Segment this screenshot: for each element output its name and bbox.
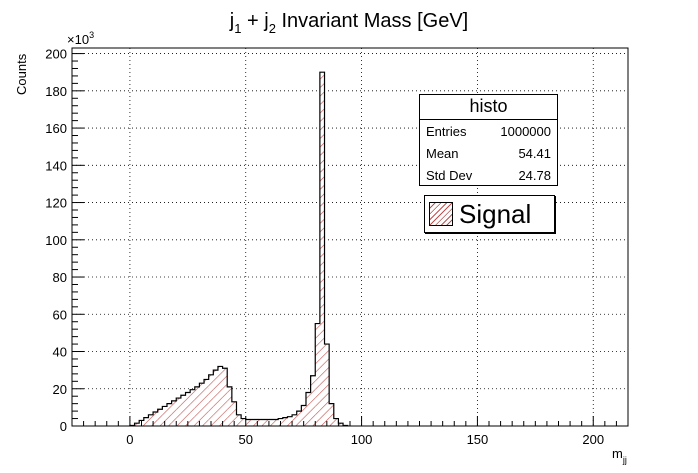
histogram-bar (227, 386, 232, 426)
histogram-bar (143, 417, 149, 426)
stats-label: Mean (426, 146, 459, 161)
x-tick-label: 150 (467, 432, 489, 447)
y-tick-label: 200 (45, 47, 67, 62)
histogram-bar (153, 412, 158, 426)
histogram-bar (148, 414, 154, 426)
histogram-bar (176, 398, 181, 426)
legend-label-signal: Signal (459, 198, 532, 229)
histogram-bar (208, 374, 214, 426)
histogram-bar (162, 406, 167, 426)
chart-title: j1 + j2 Invariant Mass [GeV] (229, 10, 468, 36)
legend-swatch-signal (429, 202, 453, 226)
stats-label: Std Dev (426, 168, 473, 183)
x-tick-label: 50 (239, 432, 253, 447)
histogram-bar (166, 403, 172, 426)
histogram-bar (273, 419, 279, 426)
stats-box: histo Entries 1000000 Mean 54.41 Std Dev… (419, 94, 558, 186)
histogram-bar (259, 419, 265, 426)
x-tick-label: 200 (582, 432, 604, 447)
y-tick-label: 0 (60, 419, 67, 434)
y-axis-multiplier: ×103 (67, 30, 94, 47)
histogram-bar (222, 368, 228, 426)
histogram-bar (236, 414, 242, 426)
stats-value: 24.78 (518, 168, 551, 183)
histogram-bar (245, 419, 251, 426)
histogram-bar (199, 383, 205, 426)
histogram-bar (264, 419, 269, 426)
histogram-bar (157, 409, 163, 426)
histogram-bar (310, 375, 316, 426)
histogram-bar (268, 419, 274, 426)
histogram-bar (194, 386, 200, 426)
histogram-bar (250, 419, 256, 426)
histogram-bar (305, 392, 311, 426)
histogram-bar (185, 392, 191, 426)
y-tick-label: 100 (45, 233, 67, 248)
stats-row-mean: Mean 54.41 (420, 142, 557, 164)
histogram-bar (134, 423, 140, 426)
y-tick-label: 40 (53, 345, 67, 360)
histogram-bar (231, 401, 237, 426)
y-tick-label: 80 (53, 270, 67, 285)
axis-ticks: 0 50 100 150 200 0 20 40 60 80 100 120 140 160 180 200 (45, 47, 617, 447)
histogram-bar (338, 423, 344, 426)
stats-value: 1000000 (500, 124, 551, 139)
histogram-bar (171, 400, 177, 426)
stats-label: Entries (426, 124, 467, 139)
y-axis-label: Counts (14, 53, 29, 95)
histogram-bar (333, 418, 339, 426)
stats-row-stddev: Std Dev 24.78 (420, 164, 557, 186)
stats-row-entries: Entries 1000000 (420, 120, 557, 142)
histogram-bar (296, 411, 302, 426)
histogram-bar (319, 72, 325, 426)
y-tick-label: 160 (45, 121, 67, 136)
y-tick-label: 120 (45, 196, 67, 211)
grid-lines (72, 48, 628, 426)
histogram-bar (287, 416, 293, 426)
x-tick-label: 100 (351, 432, 373, 447)
histogram-bar (315, 323, 320, 426)
histogram-bar (204, 379, 209, 426)
histogram-bar (292, 414, 297, 426)
histogram-bar (301, 405, 306, 426)
stats-value: 54.41 (518, 146, 551, 161)
x-tick-label: 0 (126, 432, 133, 447)
x-axis-label: mjj (612, 446, 627, 465)
y-tick-label: 140 (45, 158, 67, 173)
legend: Signal (424, 195, 555, 233)
histogram-bar (180, 395, 186, 426)
histogram-outline (129, 71, 349, 427)
histogram-bar (329, 403, 334, 426)
histogram-bar (190, 389, 195, 426)
histogram-bar (217, 366, 223, 426)
histogram-bar (241, 418, 246, 426)
y-tick-label: 180 (45, 84, 67, 99)
y-tick-label: 20 (53, 382, 67, 397)
histogram-bar (282, 417, 288, 426)
histogram-bar (324, 344, 330, 426)
y-tick-label: 60 (53, 307, 67, 322)
histogram-bar (213, 370, 218, 426)
stats-title: histo (420, 95, 557, 120)
